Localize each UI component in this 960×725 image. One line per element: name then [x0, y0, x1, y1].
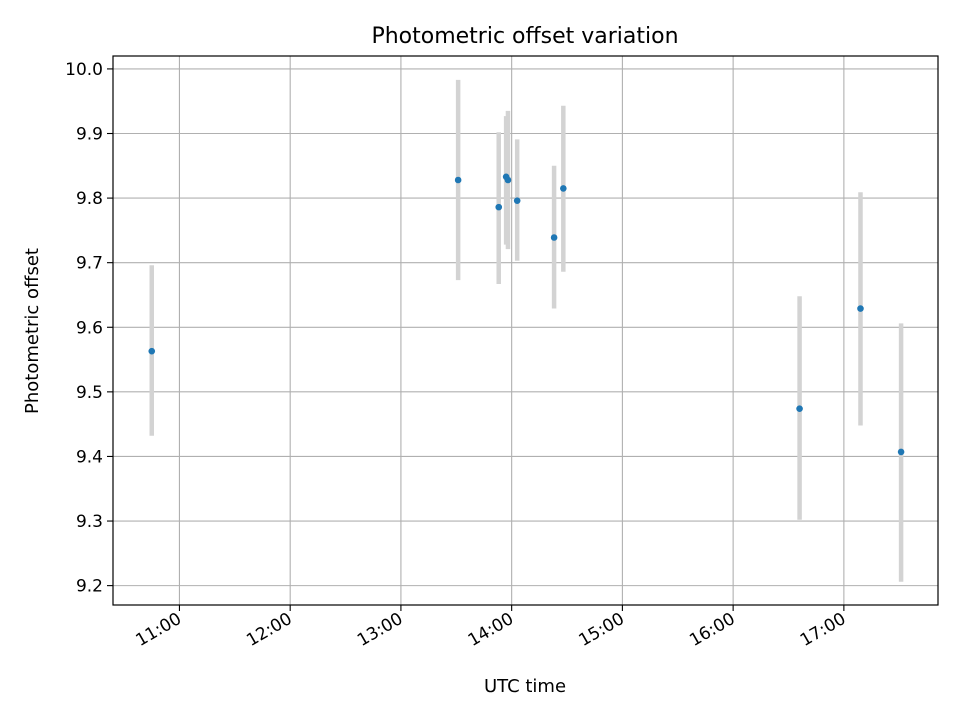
y-tick-label: 9.3	[76, 512, 103, 532]
data-point	[796, 405, 803, 412]
data-point	[513, 197, 521, 204]
data-point	[495, 203, 503, 211]
y-tick-label: 9.4	[76, 447, 103, 467]
data-point	[550, 234, 558, 241]
y-tick-label: 9.5	[76, 383, 103, 403]
y-axis-title: Photometric offset	[22, 248, 43, 414]
grid-layer	[113, 56, 938, 605]
data-point	[897, 448, 905, 456]
marker-layer	[148, 173, 905, 456]
y-tick-label: 9.7	[76, 254, 103, 274]
y-tick-label: 9.6	[76, 318, 103, 338]
chart-title: Photometric offset variation	[371, 24, 678, 49]
y-tick-label: 9.2	[76, 577, 103, 597]
data-point	[857, 305, 864, 312]
y-tick-label: 9.8	[76, 189, 103, 209]
y-tick-label: 10.0	[65, 60, 103, 80]
data-point	[504, 176, 512, 184]
data-point	[454, 176, 462, 184]
plot-frame	[112, 55, 939, 606]
y-tick-label: 9.9	[76, 125, 103, 145]
data-point	[148, 347, 156, 355]
x-axis-title: UTC time	[484, 676, 566, 697]
data-point	[560, 185, 567, 192]
